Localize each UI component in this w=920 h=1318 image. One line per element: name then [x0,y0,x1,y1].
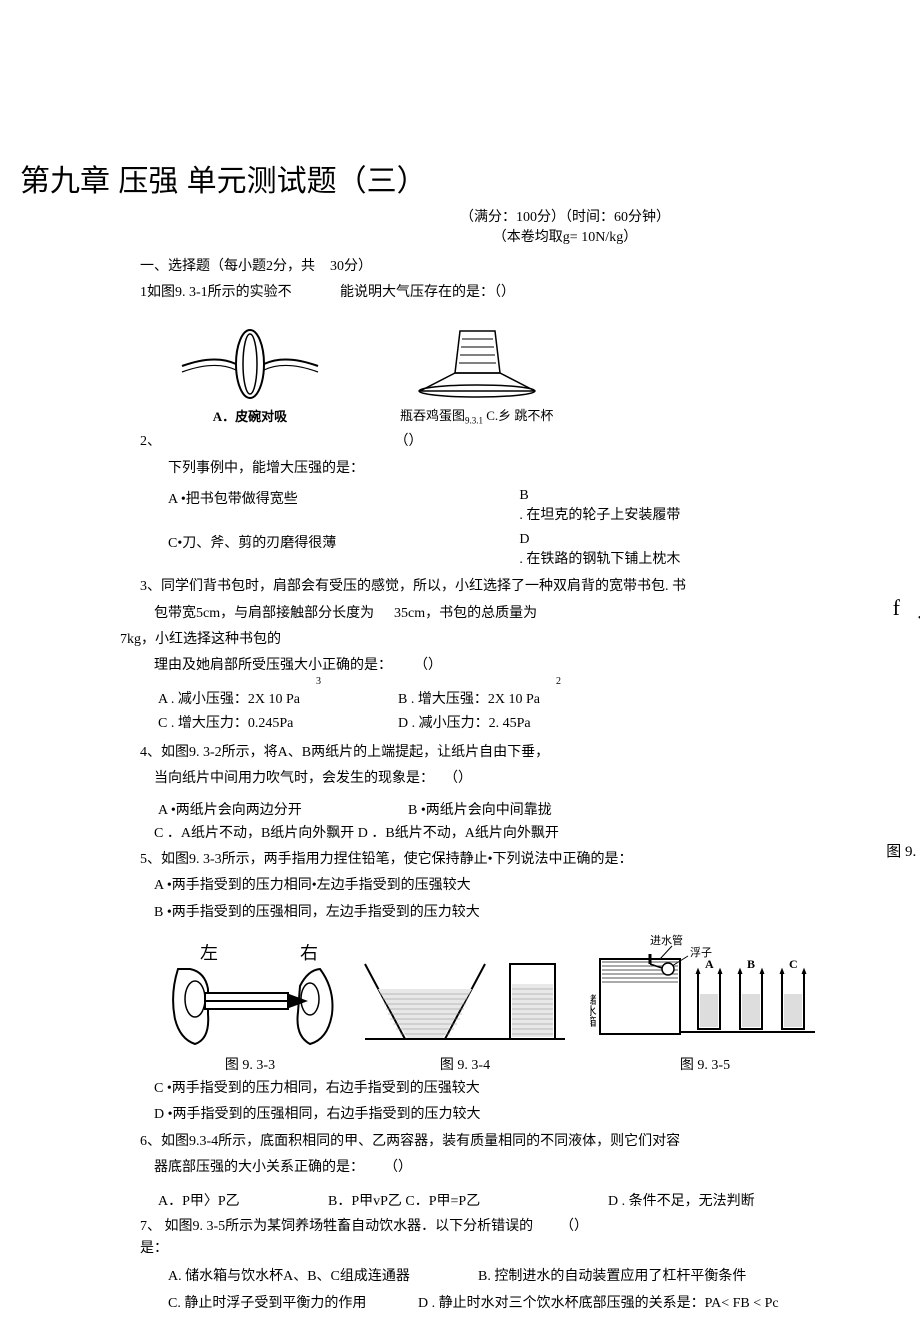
figure-9-3-2-label: 图 9. 3-2 [886,840,920,861]
q2-options: A •把书包带做得宽些 B . 在坦克的轮子上安装履带 C•刀、斧、剪的刃磨得很… [168,484,900,572]
q3-2b: 35cm，书包的总质量为 [394,603,537,625]
svg-text:C: C [789,957,798,971]
q4-opt-a: A •两纸片会向两边分开 [158,799,408,819]
svg-text:进水管: 进水管 [650,934,683,947]
q3b-sup: 2 [556,676,561,687]
fig-bc-sub: 9.3.1 [465,415,483,425]
q5-opt-a: A •两手指受到的压力相同•左边手指受到的压强较大 [154,875,900,897]
q3b-text: B . 增大压强：2X 10 Pa [398,692,540,707]
q3-2a: 包带宽5cm，与肩部接触部分长度为 [154,603,394,625]
q6-options: A．P甲〉P乙 B．P甲vP乙 C．P甲=P乙 D . 条件不足，无法判断 [158,1190,900,1210]
fig934-caption: 图 9. 3-4 [360,1054,570,1074]
q3-opt-c: C . 增大压力：0.245Pa [158,712,398,732]
q3a-text: A . 减小压强：2X 10 Pa [158,692,300,707]
q3-line4: 理由及她肩部所受压强大小正确的是： （） [154,655,900,677]
q3-opt-a: A . 减小压强：2X 10 Pa 3 [158,688,398,708]
q5-opt-b: B •两手指受到的压强相同，左边手指受到的压力较大 [154,902,900,924]
q2b-text: . 在坦克的轮子上安装履带 [519,504,870,524]
svg-text:B: B [747,957,755,971]
q7-1b: （） [560,1216,588,1261]
q4-2b: （） [444,768,472,790]
q5-opt-d: D •两手指受到的压强相同，右边手指受到的压力较大 [154,1104,900,1126]
q3-line2: 包带宽5cm，与肩部接触部分长度为 35cm，书包的总质量为 [154,603,900,625]
q6-2b: （） [384,1157,412,1179]
q4-2a: 当向纸片中间用力吹气时，会发生的现象是： [154,768,444,790]
subtitle-score: （满分：100分）（时间：60分钟） [350,206,780,226]
right-label: 右 [300,944,318,963]
q6-opt-a: A．P甲〉P乙 [158,1190,328,1210]
q5-line1: 5、如图9. 3-3所示，两手指用力捏住铅笔，使它保持静止•下列说法中正确的是： [140,849,900,871]
q7-opt-a: A. 储水箱与饮水杯A、B、C组成连通器 [168,1264,478,1291]
q4-line2: 当向纸片中间用力吹气时，会发生的现象是： （） [154,768,900,790]
q3-line1: 3、同学们背书包时，肩部会有受压的感觉，所以，小红选择了一种双肩背的宽带书包. … [140,576,900,598]
q2-number: 2、 [140,434,161,449]
figure-9-3-3: 左 右 图 9. 3-3 [160,944,340,1074]
q2-opt-c: C•刀、斧、剪的刃磨得很薄 [168,528,519,572]
section-1-b: 30分） [330,256,372,278]
q6-opt-bc: B．P甲vP乙 C．P甲=P乙 [328,1190,508,1210]
cup-drop-icon [400,323,550,403]
figure-c: 瓶吞鸡蛋图9.3.1 C.乡 跳不杯 [400,323,553,426]
q7-line1: 7、 如图9. 3-5所示为某饲养场牲畜自动饮水器．以下分析错误的是： （） [140,1216,900,1261]
fig-bc-1: 瓶吞鸡蛋图 [400,408,465,423]
left-label: 左 [200,944,218,963]
suction-cup-icon [180,324,320,404]
q2d-text: . 在铁路的钢轨下铺上枕木 [519,548,870,568]
q1-a: 1如图9. 3-1所示的实验不 [140,282,340,304]
mark-2: f [893,596,900,620]
q2-stem: 下列事例中，能增大压强的是： [168,458,900,480]
q7-opt-c: C. 静止时浮子受到平衡力的作用 [168,1291,418,1318]
q6-opt-d: D . 条件不足，无法判断 [608,1190,788,1210]
q7-opt-b: B. 控制进水的自动装置应用了杠杆平衡条件 [478,1264,746,1291]
q1-figures: A．皮碗对吸 瓶吞鸡蛋图9.3.1 C.乡 跳不杯 [180,323,900,426]
q2d-letter: D [519,532,870,548]
q3-opts-row1: A . 减小压强：2X 10 Pa 3 B . 增大压强：2X 10 Pa 2 [158,688,900,708]
q7-1a: 7、 如图9. 3-5所示为某饲养场牲畜自动饮水器．以下分析错误的是： [140,1216,560,1261]
q6-2a: 器底部压强的大小关系正确的是： [154,1157,384,1179]
section-1-header: 一、选择题（每小题2分，共 30分） [140,256,900,278]
figure-9-3-4: 图 9. 3-4 [360,944,570,1074]
section-1-a: 一、选择题（每小题2分，共 [140,256,330,278]
q2b-letter: B [519,488,870,504]
figure-a: A．皮碗对吸 [180,324,320,425]
svg-text:储水箱: 储水箱 [590,993,597,1028]
q2-blank: （） [395,434,423,449]
subtitle-g: （本卷均取g= 10N/kg） [350,226,780,246]
figure-a-caption: A．皮碗对吸 [180,406,320,425]
q7-options: A. 储水箱与饮水杯A、B、C组成连通器 B. 控制进水的自动装置应用了杠杆平衡… [168,1264,900,1317]
figure-row-933-935: 左 右 图 9. 3-3 [160,934,900,1074]
q2-opt-b: B . 在坦克的轮子上安装履带 [519,484,870,528]
fig935-caption: 图 9. 3-5 [590,1054,820,1074]
auto-waterer-icon: 进水管 浮子 储水箱 [590,934,820,1054]
q6-line2: 器底部压强的大小关系正确的是： （） [154,1157,900,1179]
q1-stem: 1如图9. 3-1所示的实验不 能说明大气压存在的是：（） [140,282,900,304]
two-containers-icon [360,944,570,1054]
svg-text:A: A [705,957,714,971]
q3a-sup: 3 [316,676,321,687]
q2-num: 2、 （） [140,431,900,453]
page-title: 第九章 压强 单元测试题（三） [20,156,900,200]
q3-4b: （） [414,655,442,677]
figure-c-caption: 瓶吞鸡蛋图9.3.1 C.乡 跳不杯 [400,405,553,426]
q4-opts-row1: A •两纸片会向两边分开 B •两纸片会向中间靠拢 [158,799,900,819]
q1-b: 能说明大气压存在的是：（） [340,282,515,304]
q4-line1: 4、如图9. 3-2所示，将A、B两纸片的上端提起，让纸片自由下垂， [140,742,900,764]
q3-opt-b: B . 增大压强：2X 10 Pa 2 [398,688,540,708]
figure-9-3-5: 进水管 浮子 储水箱 [590,934,820,1074]
q2-opt-d: D . 在铁路的钢轨下铺上枕木 [519,528,870,572]
q5-opt-c: C •两手指受到的压力相同，右边手指受到的压强较大 [154,1078,900,1100]
q6-line1: 6、如图9.3-4所示，底面积相同的甲、乙两容器，装有质量相同的不同液体，则它们… [140,1131,900,1153]
q3-opt-d: D . 减小压力：2. 45Pa [398,712,531,732]
q3-opts-row2: C . 增大压力：0.245Pa D . 减小压力：2. 45Pa [158,712,900,732]
q7-opt-d: D . 静止时水对三个饮水杯底部压强的关系是：PA< FB < Pc [418,1291,779,1318]
q2-opt-a: A •把书包带做得宽些 [168,484,519,528]
pencil-fingers-icon: 左 右 [160,944,340,1054]
q3-line3: 7kg，小红选择这种书包的 [120,629,900,651]
fig-bc-2: C.乡 跳不杯 [483,408,553,423]
q4-opt-b: B •两纸片会向中间靠拢 [408,799,552,819]
fig933-caption: 图 9. 3-3 [160,1054,340,1074]
q4-opt-cd: C ．A纸片不动，B纸片向外飘开 D ．B纸片不动，A纸片向外飘开 [154,823,900,845]
q3-4a: 理由及她肩部所受压强大小正确的是： [154,655,414,677]
q4-block: 4、如图9. 3-2所示，将A、B两纸片的上端提起，让纸片自由下垂， 当向纸片中… [140,742,900,845]
